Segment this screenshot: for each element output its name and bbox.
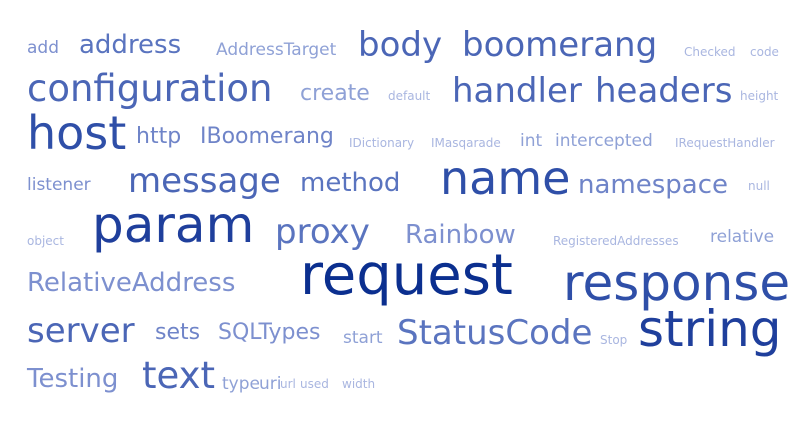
tag-address[interactable]: address xyxy=(79,30,182,60)
tag-null[interactable]: null xyxy=(748,179,770,193)
tag-addresstarget[interactable]: AddressTarget xyxy=(216,40,337,60)
tag-response[interactable]: response xyxy=(563,254,791,312)
tag-namespace[interactable]: namespace xyxy=(578,170,729,200)
tag-object[interactable]: object xyxy=(27,234,64,248)
tag-intercepted[interactable]: intercepted xyxy=(555,131,653,151)
tag-string[interactable]: string xyxy=(638,300,782,358)
tag-start[interactable]: start xyxy=(343,328,383,348)
tag-used[interactable]: used xyxy=(300,377,329,391)
tag-proxy[interactable]: proxy xyxy=(275,212,370,252)
tag-headers[interactable]: headers xyxy=(595,71,733,111)
tag-checked[interactable]: Checked xyxy=(684,45,736,59)
tag-rainbow[interactable]: Rainbow xyxy=(405,220,516,250)
tag-text[interactable]: text xyxy=(142,354,216,397)
tag-handler[interactable]: handler xyxy=(452,71,582,111)
tag-add[interactable]: add xyxy=(27,38,59,58)
tag-relativeaddress[interactable]: RelativeAddress xyxy=(27,268,236,298)
tag-testing[interactable]: Testing xyxy=(27,364,119,394)
tag-int[interactable]: int xyxy=(520,131,543,151)
tag-uri[interactable]: uri xyxy=(259,374,282,394)
tag-height[interactable]: height xyxy=(740,89,779,103)
tag-default[interactable]: default xyxy=(388,89,431,103)
tag-url[interactable]: url xyxy=(280,377,296,391)
tag-request[interactable]: request xyxy=(300,243,513,308)
tag-imasqarade[interactable]: IMasqarade xyxy=(431,136,501,150)
tag-code[interactable]: code xyxy=(750,45,779,59)
tag-param[interactable]: param xyxy=(92,196,255,254)
tag-sets[interactable]: sets xyxy=(155,320,201,345)
tag-configuration[interactable]: configuration xyxy=(27,67,273,110)
tag-width[interactable]: width xyxy=(342,377,376,391)
tag-iboomerang[interactable]: IBoomerang xyxy=(200,124,334,149)
tag-create[interactable]: create xyxy=(300,81,370,106)
tag-relative[interactable]: relative xyxy=(710,227,775,247)
tag-boomerang[interactable]: boomerang xyxy=(462,25,658,65)
tag-message[interactable]: message xyxy=(128,161,281,201)
tag-http[interactable]: http xyxy=(136,124,182,149)
tag-stop[interactable]: Stop xyxy=(600,333,628,347)
tag-server[interactable]: server xyxy=(27,311,135,351)
tag-name[interactable]: name xyxy=(440,151,571,205)
tag-listener[interactable]: listener xyxy=(27,175,91,195)
tag-method[interactable]: method xyxy=(300,168,401,198)
tag-registeredaddresses[interactable]: RegisteredAddresses xyxy=(553,234,679,248)
tag-body[interactable]: body xyxy=(358,25,443,65)
tag-idictionary[interactable]: IDictionary xyxy=(349,136,415,150)
tag-sqltypes[interactable]: SQLTypes xyxy=(218,320,321,345)
tag-statuscode[interactable]: StatusCode xyxy=(397,313,593,353)
tag-host[interactable]: host xyxy=(27,106,127,160)
tag-irequesthandler[interactable]: IRequestHandler xyxy=(675,136,775,150)
tag-type[interactable]: type xyxy=(222,374,260,394)
